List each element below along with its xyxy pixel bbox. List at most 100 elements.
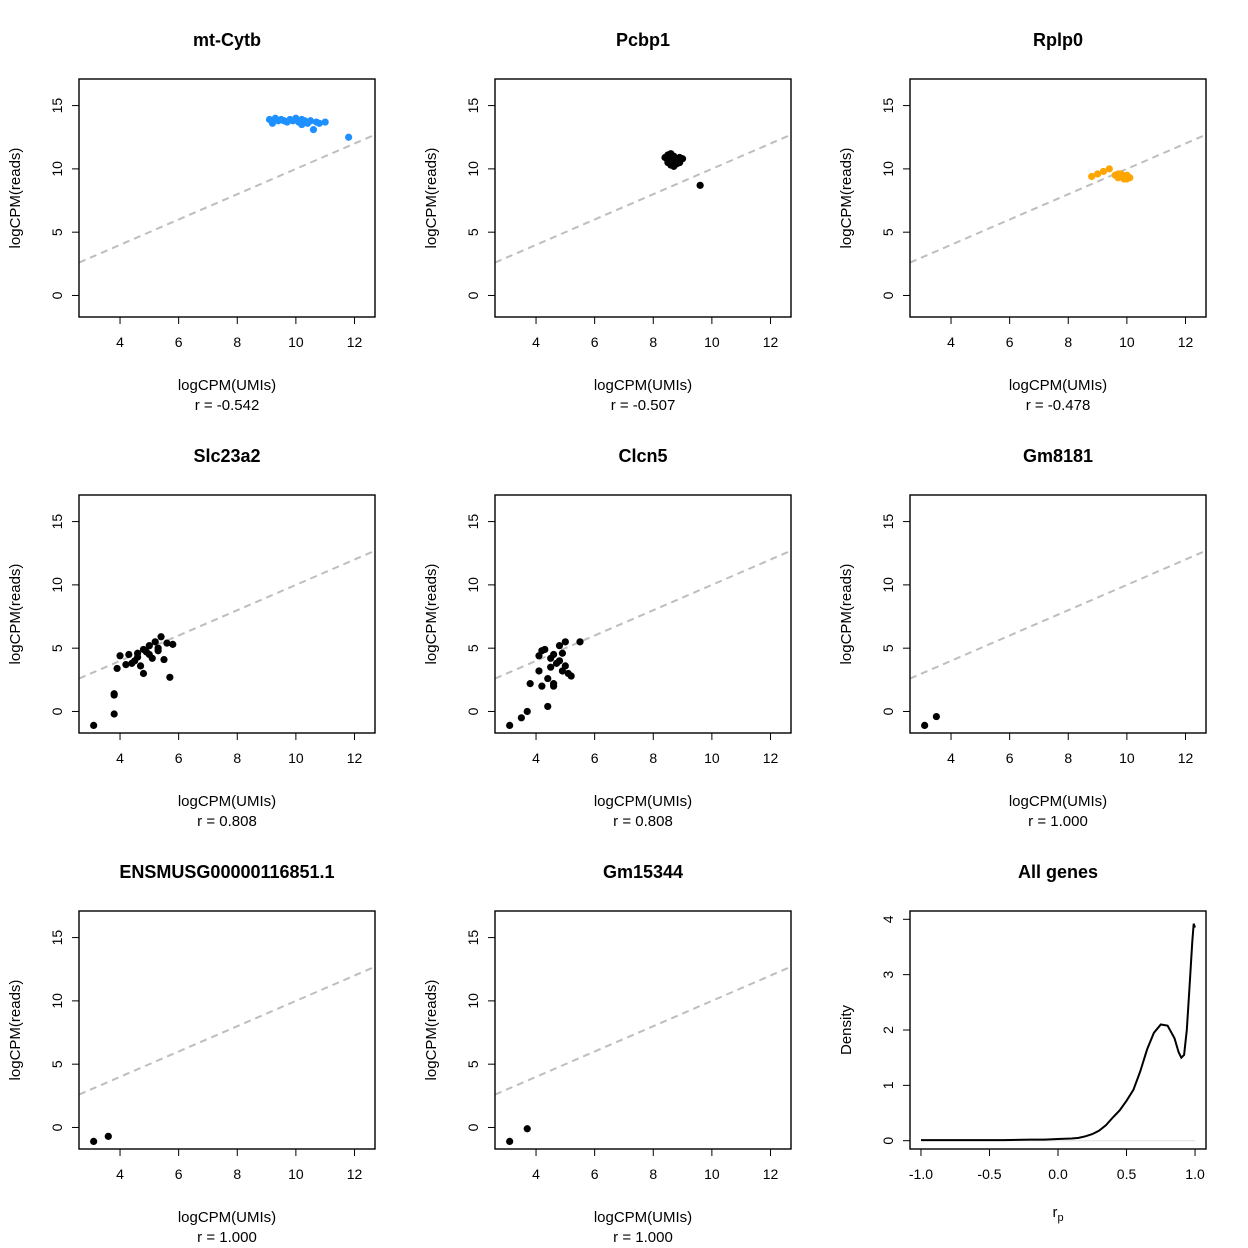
y-axis-label: logCPM(reads)	[7, 148, 24, 249]
data-point	[110, 690, 118, 698]
x-tick-label: 0.0	[1048, 1166, 1068, 1182]
x-tick-label: 6	[175, 334, 183, 350]
x-axis-label: logCPM(UMIs)	[594, 377, 692, 394]
panel-clcn5: Clcn5 4 6 8 10 12 0 5 10 15 logCPM(UMIs) r = 0.808 l…	[423, 446, 792, 830]
x-tick-label: 8	[649, 1166, 657, 1182]
y-tick-label: 15	[49, 514, 65, 530]
correlation-annotation: r = -0.478	[1026, 397, 1091, 414]
x-tick-label: 8	[649, 750, 657, 766]
correlation-annotation: r = 0.808	[197, 813, 257, 830]
panel-title: Slc23a2	[193, 446, 260, 466]
correlation-annotation: r = 1.000	[197, 1229, 257, 1246]
panel-rplp0: Rplp0 4 6 8 10 12 0 5 10 15 logCPM(UMIs) r = -0.478…	[838, 30, 1207, 414]
data-point	[667, 150, 675, 158]
y-tick-label: 0	[465, 291, 481, 299]
y-axis-label: logCPM(reads)	[838, 148, 855, 249]
data-point	[280, 117, 288, 125]
y-tick-label: 5	[465, 644, 481, 652]
panel-title: ENSMUSG00000116851.1	[119, 862, 334, 882]
data-point	[561, 638, 569, 646]
data-point	[517, 714, 525, 722]
reference-line	[910, 133, 1206, 264]
x-tick-label: -0.5	[977, 1166, 1001, 1182]
y-tick-label: 10	[465, 577, 481, 593]
x-tick-label: 6	[175, 1166, 183, 1182]
x-tick-label: 4	[116, 334, 124, 350]
x-tick-label: 12	[763, 334, 779, 350]
panel-title: Gm15344	[603, 862, 683, 882]
y-tick-label: 0	[49, 1123, 65, 1131]
plot-frame	[494, 494, 792, 734]
data-point	[125, 650, 133, 659]
y-tick-label: 15	[49, 98, 65, 114]
y-tick-label: 5	[465, 228, 481, 236]
data-point	[306, 117, 315, 125]
data-point	[136, 662, 145, 670]
x-axis-label: rp	[1052, 1204, 1063, 1224]
data-point	[1093, 170, 1102, 178]
y-tick-label: 0	[49, 707, 65, 715]
x-tick-label: 8	[1064, 334, 1072, 350]
x-tick-label: 6	[591, 750, 599, 766]
correlation-annotation: r = 1.000	[1028, 813, 1088, 830]
y-tick-label: 3	[880, 971, 896, 979]
x-tick-label: 4	[532, 1166, 540, 1182]
plot-frame	[78, 910, 376, 1150]
x-tick-label: 6	[175, 750, 183, 766]
reference-line	[79, 549, 375, 680]
x-tick-label: 10	[704, 334, 720, 350]
data-point	[345, 133, 353, 141]
panel-pcbp1: Pcbp1 4 6 8 10 12 0 5 10 15 logCPM(UMIs) r = -0.507…	[423, 30, 792, 414]
correlation-annotation: r = -0.507	[611, 397, 676, 414]
x-tick-label: 6	[591, 334, 599, 350]
x-tick-label: 8	[233, 750, 241, 766]
x-tick-label: 8	[233, 334, 241, 350]
correlation-annotation: r = 0.808	[613, 813, 673, 830]
panel-title: mt-Cytb	[193, 30, 261, 50]
data-point	[1088, 172, 1096, 181]
x-axis-label: logCPM(UMIs)	[594, 793, 692, 810]
y-tick-label: 5	[49, 644, 65, 652]
panel-gm8181: Gm8181 4 6 8 10 12 0 5 10 15 logCPM(UMIs) r = 1.000…	[838, 446, 1207, 830]
plot-frame	[494, 78, 792, 318]
y-axis-label: logCPM(reads)	[7, 980, 24, 1081]
data-point	[160, 655, 168, 664]
x-tick-label: 0.5	[1117, 1166, 1137, 1182]
x-tick-label: 4	[116, 750, 124, 766]
x-tick-label: 12	[347, 750, 363, 766]
data-point	[567, 672, 575, 680]
x-axis-label: logCPM(UMIs)	[178, 793, 276, 810]
x-axis-label: logCPM(UMIs)	[178, 377, 276, 394]
panel-slc23a2: Slc23a2 4 6 8 10 12 0 5 10 15 logCPM(UMIs) r = 0.80…	[7, 446, 376, 830]
y-tick-label: 10	[465, 993, 481, 1009]
y-tick-label: 10	[880, 577, 896, 593]
data-point	[664, 157, 672, 165]
data-point	[555, 642, 564, 650]
reference-line	[79, 965, 375, 1096]
data-point	[1105, 165, 1113, 173]
y-axis-label: logCPM(reads)	[838, 564, 855, 665]
x-tick-label: 12	[1178, 750, 1194, 766]
data-point	[145, 650, 153, 659]
data-point	[145, 642, 153, 650]
x-tick-label: 12	[347, 1166, 363, 1182]
data-point	[576, 638, 584, 646]
y-tick-label: 5	[465, 1060, 481, 1068]
x-tick-label: 4	[116, 1166, 124, 1182]
data-point	[113, 664, 121, 673]
data-point	[555, 657, 564, 665]
data-point	[550, 650, 558, 659]
x-tick-label: 8	[1064, 750, 1072, 766]
x-tick-label: 4	[532, 750, 540, 766]
data-point	[139, 669, 148, 678]
data-point	[104, 1132, 112, 1140]
x-axis-label: logCPM(UMIs)	[1009, 377, 1107, 394]
panel-title: Gm8181	[1023, 446, 1093, 466]
panel-title: Rplp0	[1033, 30, 1083, 50]
data-point	[166, 673, 174, 681]
x-axis-label: logCPM(UMIs)	[178, 1209, 276, 1226]
data-point	[90, 1137, 98, 1146]
data-point	[523, 707, 531, 716]
y-tick-label: 5	[49, 1060, 65, 1068]
